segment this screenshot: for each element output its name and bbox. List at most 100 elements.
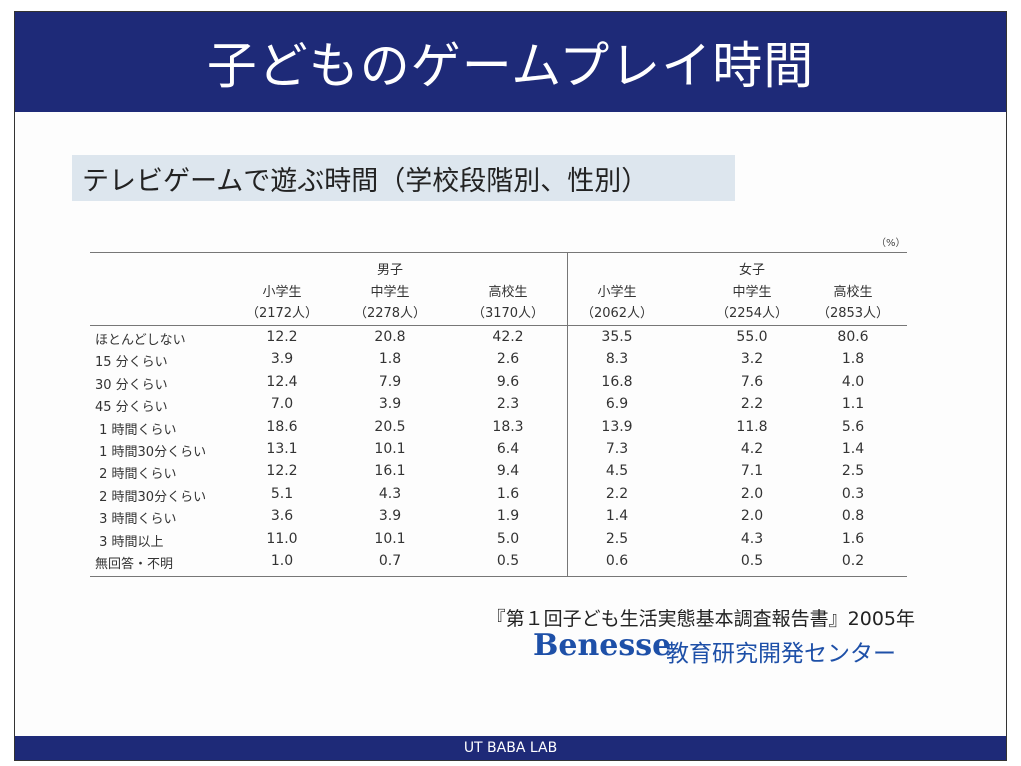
table-cell: 6.4 xyxy=(496,441,520,457)
table-cell: 80.6 xyxy=(837,329,869,345)
table-cell: 7.0 xyxy=(270,396,294,413)
gender-divider xyxy=(567,252,568,576)
table-cell: 0.5 xyxy=(496,553,520,569)
table-cell: 2.0 xyxy=(740,485,764,502)
table-cell: 1.4 xyxy=(605,508,629,525)
table-cell: 5.6 xyxy=(841,418,865,435)
benesse-logo: Benesse xyxy=(533,628,672,663)
table-header-rule xyxy=(90,325,907,326)
citation: 『第１回子ども生活実態基本調査報告書』2005年 xyxy=(486,608,915,630)
table-cell: 0.7 xyxy=(378,553,402,569)
table-cell: 1.0 xyxy=(270,553,294,569)
table-cell: 1.8 xyxy=(841,351,865,368)
column-sample-size: （2278人） xyxy=(353,306,427,321)
table-cell: 11.8 xyxy=(736,418,768,435)
table-bottom-rule xyxy=(90,576,907,577)
row-label: 45 分くらい xyxy=(95,400,168,416)
row-label: 2 時間くらい xyxy=(95,467,177,483)
table-cell: 6.9 xyxy=(605,396,629,413)
table-cell: 55.0 xyxy=(736,329,768,345)
column-header: 高校生 xyxy=(488,285,528,300)
table-cell: 1.8 xyxy=(378,351,402,368)
column-header: 小学生 xyxy=(262,285,302,300)
column-sample-size: （2254人） xyxy=(715,306,789,321)
table-cell: 4.3 xyxy=(378,485,402,502)
footer-bar: UT BABA LAB xyxy=(15,736,1006,760)
table-cell: 5.0 xyxy=(496,530,520,547)
row-label: 3 時間以上 xyxy=(95,534,164,550)
table-cell: 4.2 xyxy=(740,441,764,457)
table-cell: 9.4 xyxy=(496,463,520,480)
slide-frame xyxy=(14,11,1007,761)
column-header: 中学生 xyxy=(732,285,772,300)
table-cell: 12.4 xyxy=(266,373,298,390)
table-cell: 0.2 xyxy=(841,553,865,569)
row-label: 無回答・不明 xyxy=(95,557,174,572)
table-cell: 3.9 xyxy=(378,508,402,525)
column-header: 高校生 xyxy=(833,285,873,300)
table-cell: 2.3 xyxy=(496,396,520,413)
unit-label: （%） xyxy=(876,238,906,249)
table-cell: 1.4 xyxy=(841,441,865,457)
row-label: 3 時間くらい xyxy=(95,512,177,528)
column-sample-size: （3170人） xyxy=(471,306,545,321)
table-cell: 20.8 xyxy=(374,329,406,345)
group-male: 男子 xyxy=(376,263,403,278)
table-cell: 16.8 xyxy=(601,373,633,390)
table-cell: 13.1 xyxy=(266,441,298,457)
table-cell: 1.1 xyxy=(841,396,865,413)
group-female: 女子 xyxy=(738,263,765,278)
table-cell: 2.0 xyxy=(740,508,764,525)
row-label: 1 時間くらい xyxy=(95,422,177,438)
footer-label: UT BABA LAB xyxy=(463,740,558,756)
column-sample-size: （2062人） xyxy=(580,306,654,321)
table-cell: 4.3 xyxy=(740,530,764,547)
table-subtitle: テレビゲームで遊ぶ時間（学校段階別、性別） xyxy=(72,155,735,201)
table-cell: 18.3 xyxy=(492,418,524,435)
table-cell: 7.6 xyxy=(740,373,764,390)
table-cell: 35.5 xyxy=(601,329,633,345)
table-cell: 3.9 xyxy=(270,351,294,368)
table-cell: 2.5 xyxy=(841,463,865,480)
table-cell: 0.3 xyxy=(841,485,865,502)
table-cell: 1.6 xyxy=(841,530,865,547)
table-cell: 0.8 xyxy=(841,508,865,525)
table-cell: 12.2 xyxy=(266,329,298,345)
title-bar: 子どものゲームプレイ時間 xyxy=(15,12,1006,112)
table-cell: 7.9 xyxy=(378,373,402,390)
table-cell: 3.2 xyxy=(740,351,764,368)
table-cell: 5.1 xyxy=(270,485,294,502)
table-cell: 12.2 xyxy=(266,463,298,480)
table-cell: 0.5 xyxy=(740,553,764,569)
table-cell: 13.9 xyxy=(601,418,633,435)
slide-title: 子どものゲームプレイ時間 xyxy=(206,37,815,95)
table-cell: 7.1 xyxy=(740,463,764,480)
table-cell: 9.6 xyxy=(496,373,520,390)
table-cell: 10.1 xyxy=(374,441,406,457)
table-cell: 2.2 xyxy=(740,396,764,413)
column-sample-size: （2172人） xyxy=(245,306,319,321)
column-header: 小学生 xyxy=(597,285,637,300)
benesse-org-name: 教育研究開発センター xyxy=(666,641,896,667)
column-sample-size: （2853人） xyxy=(816,306,890,321)
table-cell: 18.6 xyxy=(266,418,298,435)
row-label: 1 時間30分くらい xyxy=(95,445,207,460)
row-label: 30 分くらい xyxy=(95,377,168,393)
table-cell: 2.2 xyxy=(605,485,629,502)
table-cell: 4.5 xyxy=(605,463,629,480)
table-cell: 8.3 xyxy=(605,351,629,368)
table-cell: 42.2 xyxy=(492,329,524,345)
row-label: ほとんどしない xyxy=(95,333,186,348)
row-label: 15 分くらい xyxy=(95,355,168,371)
table-cell: 1.6 xyxy=(496,485,520,502)
table-cell: 7.3 xyxy=(605,441,629,457)
row-label: 2 時間30分くらい xyxy=(95,489,207,505)
table-cell: 10.1 xyxy=(374,530,406,547)
table-cell: 2.5 xyxy=(605,530,629,547)
table-cell: 20.5 xyxy=(374,418,406,435)
table-top-rule xyxy=(90,252,907,253)
table-cell: 11.0 xyxy=(266,530,298,547)
table-cell: 0.6 xyxy=(605,553,629,569)
table-cell: 2.6 xyxy=(496,351,520,368)
table-cell: 1.9 xyxy=(496,508,520,525)
